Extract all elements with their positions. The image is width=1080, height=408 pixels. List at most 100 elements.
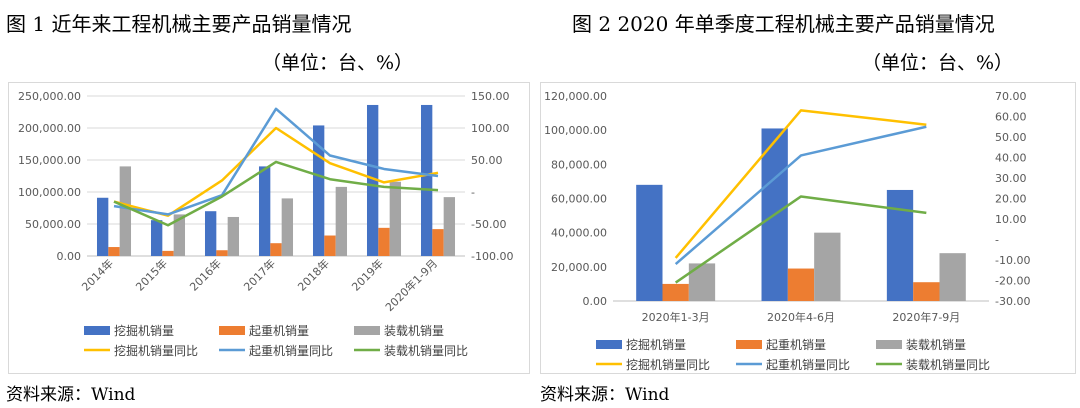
x-tick-label: 2019年: [349, 256, 386, 293]
figure-1-title: 图 1 近年来工程机械主要产品销量情况: [6, 12, 352, 36]
x-tick-label: 2015年: [133, 256, 170, 293]
y2-tick-label: -10.00: [995, 254, 1030, 267]
legend-label: 挖掘机销量同比: [626, 357, 710, 372]
legend-label: 挖掘机销量同比: [114, 343, 198, 358]
figure-1-chart-box: 250,000.00 200,000.00 150,000.00 100,000.00…: [8, 82, 530, 374]
y2-tick-label: 150.00: [471, 90, 510, 103]
legend-label: 起重机销量: [766, 338, 826, 352]
y-tick-label: 100,000.00: [544, 124, 607, 137]
y2-tick-label: 30.00: [995, 172, 1027, 185]
bar-装载机销量: [814, 232, 841, 301]
x-tick-label: 2020年1-9月: [382, 256, 440, 314]
bar-挖掘机销量: [366, 104, 379, 257]
legend-label: 挖掘机销量: [114, 323, 174, 338]
x-tick-label: 2016年: [187, 256, 224, 293]
y2-tick-label: 20.00: [995, 193, 1027, 206]
x-tick-label: 2018年: [295, 256, 332, 293]
y-tick-label: 150,000.00: [18, 154, 81, 167]
y-tick-label: 60,000.00: [551, 193, 607, 206]
bar-装载机销量: [443, 197, 456, 256]
bar-挖掘机销量: [636, 184, 663, 301]
x-tick-label: 2017年: [241, 256, 278, 293]
y2-tick-label: 50.00: [471, 154, 503, 167]
bar-装载机销量: [173, 214, 186, 256]
y-tick-label: 250,000.00: [18, 90, 81, 103]
bar-起重机销量: [324, 235, 336, 256]
bar-起重机销量: [913, 282, 940, 301]
bar-挖掘机销量: [886, 189, 914, 301]
line-装载机销量同比: [674, 195, 927, 284]
legend-label: 起重机销量: [249, 324, 309, 338]
legend-swatch-挖掘机销量: [84, 326, 110, 335]
bar-挖掘机销量: [420, 104, 433, 257]
bar-装载机销量: [688, 263, 716, 301]
bar-挖掘机销量: [150, 220, 163, 256]
bar-挖掘机销量: [312, 125, 325, 256]
bar-装载机销量: [281, 198, 294, 256]
figure-2-unit: （单位：台、%）: [862, 52, 1014, 74]
figure-2-chart-box: 120,000.00 100,000.00 80,000.00 60,000.00 40…: [540, 82, 1076, 374]
y2-tick-label: -20.00: [995, 275, 1030, 288]
y-tick-label: 100,000.00: [18, 186, 81, 199]
figure-2-chart: 120,000.00 100,000.00 80,000.00 60,000.00 40…: [544, 90, 1030, 372]
y2-tick-label: 100.00: [471, 122, 510, 135]
y2-tick-label: -100.00: [471, 250, 513, 263]
legend-label: 装载机销量: [384, 324, 444, 338]
line-起重机销量同比: [113, 107, 439, 216]
legend-label: 装载机销量同比: [906, 358, 990, 372]
bar-挖掘机销量: [204, 211, 217, 256]
legend-swatch-装载机销量: [876, 340, 902, 349]
y2-tick-label: 60.00: [995, 111, 1027, 124]
bar-挖掘机销量: [258, 166, 271, 256]
bar-起重机销量: [108, 247, 120, 256]
line-装载机销量同比: [113, 160, 439, 227]
y-tick-label: 0.00: [57, 250, 82, 263]
x-tick-label: 2020年1-3月: [642, 310, 710, 324]
figure-1-source: 资料来源：Wind: [6, 385, 136, 405]
y2-tick-label: -50.00: [471, 218, 506, 231]
figure-2-source: 资料来源：Wind: [540, 385, 670, 405]
y2-tick-label: -30.00: [995, 295, 1030, 308]
legend-label: 起重机销量同比: [249, 344, 333, 358]
x-tick-label: 2014年: [79, 256, 116, 293]
bar-起重机销量: [432, 229, 444, 256]
y-tick-label: 40,000.00: [551, 227, 607, 240]
y-tick-label: 80,000.00: [551, 158, 607, 171]
bar-挖掘机销量: [96, 197, 109, 256]
y-tick-label: 20,000.00: [551, 261, 607, 274]
legend-swatch-挖掘机销量: [596, 340, 622, 349]
y2-tick-label: 70.00: [995, 90, 1027, 103]
x-tick-label: 2020年4-6月: [767, 310, 835, 324]
figure-2-title: 图 2 2020 年单季度工程机械主要产品销量情况: [572, 12, 995, 36]
y2-tick-label: 10.00: [995, 213, 1027, 226]
y2-tick-label: -: [471, 186, 475, 199]
bar-起重机销量: [216, 250, 228, 256]
legend-label: 装载机销量: [906, 338, 966, 352]
bar-装载机销量: [119, 166, 132, 256]
figure-2-panel: 图 2 2020 年单季度工程机械主要产品销量情况 （单位：台、%） 120,0…: [540, 0, 1080, 408]
y-tick-label: 120,000.00: [544, 90, 607, 103]
y2-tick-label: 40.00: [995, 152, 1027, 165]
legend-label: 起重机销量同比: [766, 358, 850, 372]
bar-装载机销量: [335, 186, 348, 256]
y-tick-label: 200,000.00: [18, 122, 81, 135]
legend-label: 挖掘机销量: [626, 337, 686, 352]
legend-swatch-起重机销量: [219, 326, 245, 335]
bar-装载机销量: [389, 181, 402, 256]
y2-tick-label: 50.00: [995, 131, 1027, 144]
line-挖掘机销量同比: [113, 126, 439, 217]
figure-1-chart: 250,000.00 200,000.00 150,000.00 100,000.00…: [18, 90, 513, 358]
y2-tick-label: -: [995, 234, 999, 247]
bar-装载机销量: [227, 216, 240, 256]
figure-1-panel: 图 1 近年来工程机械主要产品销量情况 （单位：台、%） 250,000.00 2…: [6, 12, 530, 405]
bar-起重机销量: [162, 250, 174, 256]
legend-swatch-装载机销量: [354, 326, 380, 335]
bar-起重机销量: [662, 283, 689, 301]
y-tick-label: 0.00: [583, 295, 608, 308]
bar-装载机销量: [939, 253, 966, 301]
line-起重机销量同比: [674, 125, 927, 266]
y-tick-label: 50,000.00: [25, 218, 81, 231]
figure-1-unit: （单位：台、%）: [262, 52, 414, 74]
legend-swatch-起重机销量: [736, 340, 762, 349]
bar-起重机销量: [378, 227, 390, 256]
